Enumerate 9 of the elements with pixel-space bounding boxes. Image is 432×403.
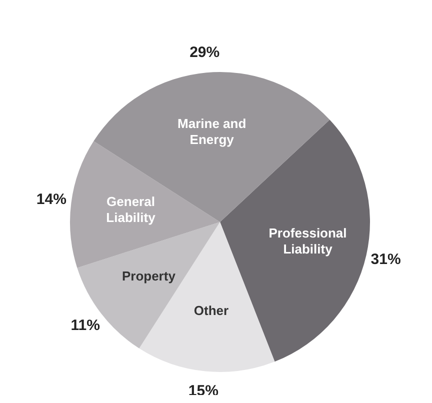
slice-label: Marine and Energy [178, 116, 246, 147]
slice-label: Other [194, 303, 229, 318]
data-label: 31% [370, 250, 401, 268]
slice-label: Property [122, 268, 176, 284]
slice-label: Professional Liability [268, 226, 347, 257]
data-label: 11% [70, 316, 100, 334]
slice-label: General Liability [106, 194, 156, 225]
data-label: 14% [36, 191, 66, 208]
data-label: 29% [190, 44, 220, 61]
